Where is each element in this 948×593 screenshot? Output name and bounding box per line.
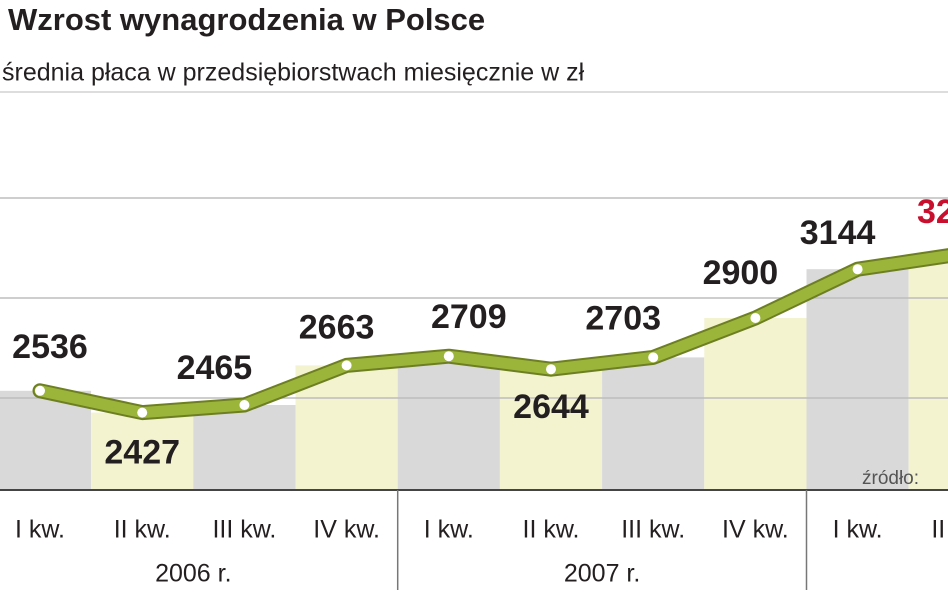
chart-title: Wzrost wynagrodzenia w Polsce (8, 2, 485, 37)
value-label: 2709 (431, 298, 507, 336)
point (648, 352, 659, 363)
value-label: 2465 (177, 349, 253, 387)
point (443, 351, 454, 362)
x-tick-label: IV kw. (722, 516, 789, 544)
column (0, 390, 92, 490)
value-label: 2663 (299, 308, 375, 346)
column (397, 356, 500, 490)
line (34, 250, 948, 419)
point (750, 313, 761, 323)
column (908, 254, 948, 490)
value-label: 3220 (917, 193, 948, 231)
column (704, 318, 807, 490)
source: źródło: (862, 468, 919, 489)
column (91, 412, 194, 490)
value-label: 2644 (513, 388, 589, 426)
point (239, 400, 250, 410)
x-tick-label: I kw. (833, 516, 883, 544)
chart-subtitle: średnia płaca w przedsiębiorstwach miesi… (2, 59, 585, 87)
x-tick-label: II kw. (931, 516, 948, 544)
x-tick-label: III kw. (621, 516, 685, 544)
value-label: 2900 (703, 254, 779, 292)
x-tick-label: I kw. (424, 516, 474, 544)
x-tick-label: II kw. (114, 516, 171, 544)
group-label: 2007 r. (564, 560, 640, 588)
point (137, 407, 148, 418)
x-tick-label: IV kw. (313, 516, 380, 544)
value-label: 2427 (104, 434, 180, 472)
group-label: 2006 r. (155, 560, 231, 588)
column (499, 369, 603, 490)
point (546, 364, 556, 375)
x-tick-label: II kw. (523, 516, 580, 544)
x-tick-label: I kw. (15, 516, 65, 544)
value-label: 2536 (12, 328, 88, 366)
column (806, 269, 909, 490)
point (852, 264, 863, 275)
x-tick-label: III kw. (212, 516, 276, 544)
point (341, 360, 352, 371)
point (35, 385, 45, 396)
column (602, 357, 705, 490)
value-label: 3144 (800, 214, 876, 252)
column (193, 405, 296, 490)
value-label: 2703 (585, 299, 661, 337)
